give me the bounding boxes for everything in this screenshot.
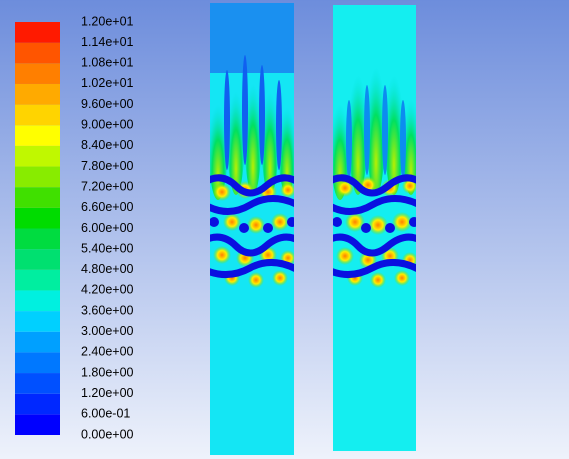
color-band [15, 63, 60, 84]
tick-label: 1.14e+01 [81, 35, 134, 49]
contour-field-left [210, 3, 294, 455]
tick-label: 3.60e+00 [81, 303, 134, 317]
color-band [15, 187, 60, 208]
color-band [15, 352, 60, 374]
color-band [15, 42, 60, 64]
color-band [15, 125, 60, 146]
tick-label: 2.40e+00 [81, 345, 134, 359]
tick-label: 9.00e+00 [81, 118, 134, 132]
color-band [15, 166, 60, 188]
contour-field-right [333, 5, 416, 451]
colorbar: 0.00e+00 6.00e-01 1.20e+00 1.80e+00 2.40e+00… [15, 14, 134, 441]
color-band [15, 290, 60, 312]
color-band [15, 414, 60, 435]
tick-label: 1.02e+01 [81, 76, 134, 90]
tick-label: 6.00e+00 [81, 221, 134, 235]
tick-label: 5.40e+00 [81, 241, 134, 255]
tick-label: 1.20e+00 [81, 386, 134, 400]
color-band [15, 207, 60, 229]
color-band [15, 104, 60, 126]
tick-label: 6.60e+00 [81, 200, 134, 214]
tick-label: 8.40e+00 [81, 138, 134, 152]
color-band [15, 373, 60, 394]
tick-label: 7.80e+00 [81, 159, 134, 173]
tick-label: 0.00e+00 [81, 427, 134, 441]
color-band [15, 249, 60, 270]
tick-label: 1.20e+01 [81, 14, 134, 28]
tick-label: 4.20e+00 [81, 283, 134, 297]
tick-label: 7.20e+00 [81, 179, 134, 193]
color-band [15, 311, 60, 332]
tick-label: 3.00e+00 [81, 324, 134, 338]
color-band [15, 393, 60, 415]
tick-label: 1.08e+01 [81, 56, 134, 70]
tick-label: 1.80e+00 [81, 365, 134, 379]
color-band [15, 269, 60, 291]
color-band [15, 228, 60, 250]
color-band [15, 83, 60, 105]
color-band [15, 331, 60, 353]
tick-label: 9.60e+00 [81, 97, 134, 111]
color-band [15, 145, 60, 167]
color-band [15, 22, 60, 43]
tick-label: 4.80e+00 [81, 262, 134, 276]
tick-label: 6.00e-01 [81, 407, 130, 421]
